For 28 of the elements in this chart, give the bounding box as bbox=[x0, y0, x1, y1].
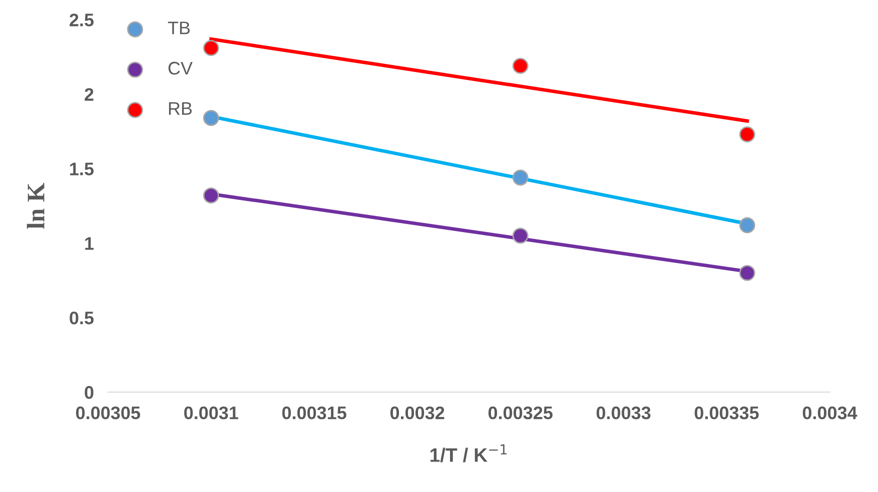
y-axis-title: ln K bbox=[26, 182, 44, 229]
point bbox=[739, 217, 756, 234]
x-tick-label: 0.0034 bbox=[802, 406, 858, 420]
point bbox=[739, 264, 756, 281]
x-tick-label: 0.0033 bbox=[596, 406, 650, 420]
x-tick-label: 0.00315 bbox=[282, 406, 346, 420]
y-tick-label: 1 bbox=[85, 237, 94, 250]
legend-label: CV bbox=[168, 62, 193, 75]
x-tick-label: 0.0031 bbox=[184, 406, 238, 420]
y-tick-label: 1.5 bbox=[70, 162, 94, 176]
x-tick-label: 0.00335 bbox=[694, 406, 759, 420]
y-tick-label: 0.5 bbox=[70, 312, 94, 324]
legend-label: TB bbox=[168, 22, 190, 34]
y-tick-label: 2.5 bbox=[70, 14, 94, 26]
point bbox=[203, 110, 220, 126]
point bbox=[739, 126, 756, 142]
legend-label: RB bbox=[169, 102, 192, 115]
x-tick-label: 0.00325 bbox=[488, 406, 553, 420]
x-axis-title: 1/T / K$^{−1}$ bbox=[430, 444, 507, 462]
y-tick-label: 2 bbox=[84, 88, 94, 101]
y-tick-label: 0 bbox=[84, 386, 94, 399]
point bbox=[203, 187, 220, 204]
point bbox=[512, 170, 528, 186]
x-tick-label: 0.00305 bbox=[76, 406, 140, 420]
point bbox=[512, 228, 528, 244]
point bbox=[203, 40, 220, 56]
x-tick-label: 0.0032 bbox=[390, 406, 444, 420]
point bbox=[512, 58, 528, 74]
